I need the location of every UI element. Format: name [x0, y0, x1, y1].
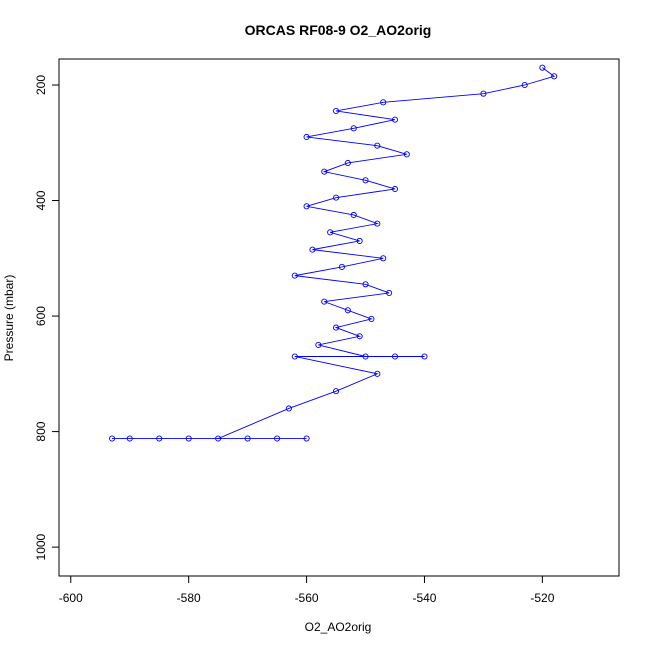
data-point	[350, 211, 357, 219]
data-point	[291, 353, 298, 360]
x-tick-label: -600	[59, 591, 83, 605]
data-point	[303, 435, 310, 442]
data-point	[380, 255, 387, 262]
data-point	[244, 435, 251, 442]
x-tick-label: -540	[412, 591, 436, 605]
data-point	[391, 116, 399, 123]
data-point	[362, 353, 369, 360]
data-point	[126, 435, 133, 442]
series-line	[112, 67, 556, 439]
data-point	[185, 435, 192, 442]
x-tick-label: -580	[177, 591, 201, 605]
data-point	[521, 81, 528, 89]
y-tick-label: 600	[34, 306, 48, 326]
data-point	[156, 435, 163, 442]
data-point	[333, 107, 340, 115]
data-point	[403, 151, 410, 158]
data-point	[356, 333, 363, 340]
data-point	[321, 298, 328, 305]
data-point	[338, 263, 345, 271]
data-point	[333, 324, 340, 331]
data-point	[333, 194, 340, 201]
data-point	[109, 435, 116, 442]
x-axis-label: O2_AO2orig	[305, 620, 372, 634]
data-point	[480, 90, 487, 97]
x-tick-label: -520	[530, 591, 554, 605]
data-point	[362, 281, 369, 288]
data-point	[386, 289, 393, 296]
data-point	[215, 435, 222, 442]
data-point	[344, 307, 351, 314]
y-tick-label: 400	[34, 190, 48, 210]
data-point	[350, 125, 357, 132]
y-tick-label: 1000	[34, 533, 48, 560]
data-point	[303, 203, 310, 210]
data-point	[391, 353, 399, 360]
data-point	[551, 73, 558, 80]
data-point	[356, 237, 363, 245]
data-point	[333, 388, 340, 395]
data-point	[285, 405, 292, 412]
data-point	[539, 64, 546, 71]
data-point	[274, 435, 281, 442]
data-layer	[109, 64, 558, 442]
data-point	[315, 341, 322, 348]
data-point	[303, 133, 310, 141]
x-tick-label: -560	[295, 591, 319, 605]
data-point	[327, 229, 334, 236]
data-point	[421, 353, 428, 360]
data-point	[374, 370, 381, 377]
y-tick-label: 800	[34, 421, 48, 441]
data-point	[362, 177, 369, 184]
data-point	[309, 246, 316, 253]
data-point	[321, 168, 328, 175]
data-point	[374, 142, 381, 149]
plot-frame	[58, 58, 620, 577]
data-point	[391, 185, 399, 193]
data-point	[291, 272, 298, 279]
data-point	[344, 159, 351, 167]
y-axis-label: Pressure (mbar)	[2, 275, 16, 362]
chart-title: ORCAS RF08-9 O2_AO2orig	[245, 22, 432, 38]
data-point	[368, 315, 375, 322]
data-point	[374, 220, 381, 227]
data-point	[380, 99, 387, 106]
y-tick-label: 200	[34, 75, 48, 95]
